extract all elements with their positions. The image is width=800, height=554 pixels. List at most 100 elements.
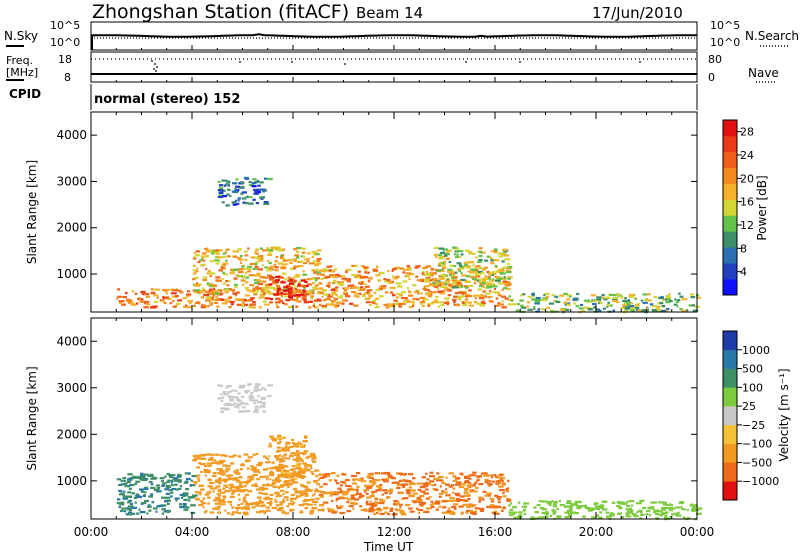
power-panel-cell <box>259 276 266 279</box>
velocity-panel-cell <box>315 475 319 478</box>
velocity-panel-cell <box>413 501 417 504</box>
velocity-panel-cell <box>379 512 385 515</box>
velocity-panel-cell <box>587 507 593 510</box>
power-panel-cell <box>175 288 178 291</box>
power-panel-cell <box>477 279 480 282</box>
power-panel-cell <box>472 277 477 281</box>
velocity-panel-cell <box>364 490 367 493</box>
velocity-panel-cell <box>252 399 258 402</box>
velocity-panel-cell <box>304 494 309 497</box>
velocity-panel-cell <box>449 499 455 502</box>
velocity-panel-cell <box>278 458 284 461</box>
velocity-panel-cell <box>445 499 451 503</box>
velocity-panel-cell <box>465 511 469 514</box>
power-panel-cell <box>445 300 450 303</box>
power-panel-cell <box>484 275 487 278</box>
power-panel-cell <box>469 271 476 274</box>
velocity-panel-cell <box>178 487 182 490</box>
power-panel-cell <box>290 290 293 293</box>
velocity-panel-cell <box>150 483 154 486</box>
power-panel-cell <box>312 304 315 308</box>
power-panel-cell <box>345 270 348 274</box>
velocity-panel-cell <box>253 402 256 405</box>
velocity-panel-cell <box>487 480 492 483</box>
velocity-panel-cell <box>546 502 552 505</box>
velocity-panel-cell <box>541 511 546 514</box>
power-panel-cell <box>164 296 170 299</box>
velocity-panel-cell <box>233 486 238 489</box>
velocity-panel-cell <box>228 403 234 406</box>
power-panel-cell <box>497 302 501 305</box>
velocity-panel-cell <box>376 472 379 475</box>
power-panel-cell <box>189 301 192 304</box>
velocity-panel-cell <box>314 469 317 472</box>
velocity-panel-cell <box>215 496 221 499</box>
velocity-panel-cell <box>279 465 283 468</box>
velocity-panel-cell <box>305 468 311 471</box>
power-panel-cell <box>192 264 196 267</box>
power-panel-cell <box>254 249 259 252</box>
power-panel-cell <box>507 303 511 306</box>
power-panel-cell <box>455 271 458 274</box>
power-panel-cell <box>391 269 394 272</box>
power-panel-cell <box>238 258 244 261</box>
velocity-panel-cell <box>493 474 497 477</box>
power-panel-cell <box>202 278 207 282</box>
power-panel-cell <box>214 301 219 304</box>
velocity-panel-cell <box>222 391 226 394</box>
power-panel-cell <box>275 301 281 304</box>
power-panel-cell <box>295 274 301 277</box>
power-panel-cell <box>612 300 617 303</box>
velocity-panel-cell <box>408 494 412 497</box>
velocity-panel-cell <box>276 458 279 461</box>
power-panel-cell <box>273 282 278 285</box>
power-panel-cell <box>382 287 387 290</box>
power-panel-cell <box>264 303 270 306</box>
power-panel-cell <box>630 307 636 310</box>
velocity-panel-cell <box>478 496 484 499</box>
velocity-panel-cell <box>498 481 501 485</box>
power-panel-cell <box>554 295 558 298</box>
power-panel-cell <box>282 258 286 261</box>
power-panel-cell <box>193 256 196 259</box>
velocity-panel-cell <box>218 499 225 502</box>
power-panel-cell <box>581 309 586 312</box>
velocity-panel-cell <box>173 479 180 482</box>
velocity-panel-cell <box>398 479 404 482</box>
power-panel-cell <box>394 266 400 269</box>
power-panel-cell <box>488 273 493 276</box>
velocity-panel-cell <box>240 506 246 509</box>
power-panel-cell <box>427 274 432 277</box>
velocity-panel-cell <box>169 475 174 478</box>
power-panel-cell <box>249 196 253 199</box>
velocity-panel-cell <box>131 475 137 478</box>
velocity-panel-cell <box>668 509 674 512</box>
velocity-panel-cell <box>331 493 336 496</box>
velocity-panel-cell <box>207 471 211 474</box>
power-panel-cell <box>241 276 246 279</box>
power-panel-cell <box>205 296 211 299</box>
power-panel-cell <box>540 308 546 311</box>
power-panel-cell <box>486 270 490 274</box>
velocity-panel-cell <box>365 492 369 495</box>
power-panel-cell <box>383 278 387 281</box>
velocity-panel-cell <box>222 487 226 490</box>
velocity-panel-cell <box>128 505 134 508</box>
velocity-panel-cell <box>408 489 412 492</box>
power-panel-cell <box>649 303 654 306</box>
velocity-panel-cell <box>196 491 202 494</box>
power-panel-cell <box>240 279 246 282</box>
power-panel-cell <box>194 254 200 257</box>
velocity-panel-cell <box>286 457 291 460</box>
velocity-panel-cell <box>416 497 420 500</box>
power-panel-cell <box>338 283 344 286</box>
velocity-panel-cell <box>464 499 468 502</box>
x-tick-label: 20:00 <box>579 525 614 539</box>
velocity-panel-cell <box>639 499 645 502</box>
velocity-panel-cell <box>568 506 573 509</box>
velocity-panel-cell <box>277 479 281 482</box>
power-panel-cell <box>492 291 497 294</box>
velocity-panel-cell <box>682 516 686 519</box>
power-panel-cell <box>493 288 496 291</box>
power-panel-cell <box>449 273 453 277</box>
